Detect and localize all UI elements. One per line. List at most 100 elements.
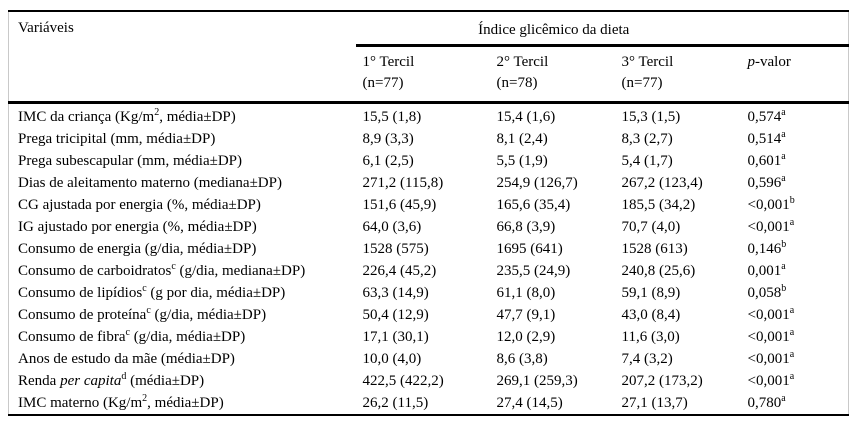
tercil-3-value: 43,0 (8,4) — [621, 306, 681, 323]
pvalue-cell: 0,514a — [740, 128, 849, 150]
table-row: IMC materno (Kg/m2, média±DP) 26,2 (11,5… — [9, 392, 849, 415]
group-header: Índice glicêmico da dieta — [355, 11, 849, 47]
pvalue-cell: <0,001b — [740, 194, 849, 216]
tercil-2-value: 66,8 (3,9) — [496, 218, 556, 235]
tercil-1-value: 1528 (575) — [362, 240, 429, 257]
tercil-3-value: 1528 (613) — [621, 240, 688, 257]
table-body: IMC da criança (Kg/m2, média±DP) 15,5 (1… — [9, 103, 849, 416]
pvalue-superscript: b — [789, 194, 795, 206]
pvalue-cell: <0,001a — [740, 348, 849, 370]
variable-cell: Consumo de fibrac (g/dia, média±DP) — [9, 326, 356, 348]
pvalue-text: 0,146 — [747, 240, 782, 257]
variable-text: Consumo de fibra — [18, 328, 126, 345]
variable-cell: Consumo de lipídiosc (g por dia, média±D… — [9, 282, 356, 304]
tercil-2-value: 235,5 (24,9) — [496, 262, 571, 279]
variable-text: IG ajustado por energia (%, média±DP) — [18, 218, 257, 235]
pvalue-superscript: a — [789, 326, 795, 338]
variable-superscript: d — [121, 370, 127, 382]
variable-text-post: (g por dia, média±DP) — [146, 284, 286, 301]
tercil-2-value: 47,7 (9,1) — [496, 306, 556, 323]
variable-cell: Prega tricipital (mm, média±DP) — [9, 128, 356, 150]
variable-cell: Consumo de proteínac (g/dia, média±DP) — [9, 304, 356, 326]
table-row: IG ajustado por energia (%, média±DP) 64… — [9, 216, 849, 238]
tercil-2-label: 2° Tercil — [496, 54, 549, 70]
table-header: Variáveis Índice glicêmico da dieta 1° T… — [8, 11, 849, 104]
table-row: Consumo de proteínac (g/dia, média±DP) 5… — [9, 304, 849, 326]
tercil-3-value: 70,7 (4,0) — [621, 218, 681, 235]
pvalue-cell: <0,001a — [740, 216, 849, 238]
tercil-2-value: 1695 (641) — [496, 240, 563, 257]
glycemic-index-table: Variáveis Índice glicêmico da dieta 1° T… — [8, 10, 849, 416]
tercil-1-value: 226,4 (45,2) — [362, 262, 437, 279]
tercil-1-value: 50,4 (12,9) — [362, 306, 429, 323]
tercil-3-value: 27,1 (13,7) — [621, 394, 688, 411]
subheader-row: 1° Tercil (n=77) 2° Tercil (n=78) 3° Ter… — [9, 45, 849, 104]
pvalue-header-italic-p: p — [747, 54, 756, 70]
tercil-3-n: (n=77) — [621, 75, 663, 91]
pvalue-superscript: a — [781, 392, 786, 404]
pvalue-cell: 0,780a — [740, 392, 849, 415]
tercil-3-value: 59,1 (8,9) — [621, 284, 681, 301]
pvalue-text: <0,001 — [747, 196, 790, 213]
pvalue-superscript: a — [789, 348, 795, 360]
variable-text: Consumo de proteína — [18, 306, 147, 323]
variable-text-post: (g/dia, média±DP) — [150, 306, 267, 323]
tercil-2-value: 269,1 (259,3) — [496, 372, 578, 389]
variable-superscript: 2 — [154, 106, 160, 118]
tercil-3-header: 3° Tercil (n=77) — [614, 45, 740, 104]
variable-cell: CG ajustada por energia (%, média±DP) — [9, 194, 356, 216]
variable-cell: IMC materno (Kg/m2, média±DP) — [9, 392, 356, 415]
tercil-1-label: 1° Tercil — [362, 54, 415, 70]
tercil-2-value: 8,6 (3,8) — [496, 350, 548, 367]
tercil-3-value: 5,4 (1,7) — [621, 152, 673, 169]
tercil-2-value: 15,4 (1,6) — [496, 108, 556, 125]
pvalue-superscript: a — [789, 370, 795, 382]
table-row: IMC da criança (Kg/m2, média±DP) 15,5 (1… — [9, 103, 849, 129]
tercil-2-value: 8,1 (2,4) — [496, 130, 548, 147]
tercil-2-value: 27,4 (14,5) — [496, 394, 563, 411]
variable-superscript: c — [142, 282, 147, 294]
tercil-3-value: 267,2 (123,4) — [621, 174, 703, 191]
tercil-2-value: 5,5 (1,9) — [496, 152, 548, 169]
table-row: Consumo de fibrac (g/dia, média±DP) 17,1… — [9, 326, 849, 348]
variable-superscript: c — [125, 326, 130, 338]
pvalue-text: <0,001 — [747, 306, 790, 323]
pvalue-text: <0,001 — [747, 372, 790, 389]
table-row: Dias de aleitamento materno (mediana±DP)… — [9, 172, 849, 194]
variable-cell: Consumo de energia (g/dia, média±DP) — [9, 238, 356, 260]
tercil-1-n: (n=77) — [362, 75, 404, 91]
variable-italic: per capita — [60, 372, 122, 389]
tercil-3-value: 207,2 (173,2) — [621, 372, 703, 389]
pvalue-superscript: a — [789, 216, 795, 228]
variable-text-post: , média±DP) — [159, 108, 236, 125]
tercil-1-value: 8,9 (3,3) — [362, 130, 414, 147]
variable-text: Consumo de carboidratos — [18, 262, 172, 279]
variable-text: CG ajustada por energia (%, média±DP) — [18, 196, 261, 213]
tercil-1-value: 271,2 (115,8) — [362, 174, 444, 191]
table-row: CG ajustada por energia (%, média±DP) 15… — [9, 194, 849, 216]
pvalue-superscript: b — [781, 238, 787, 250]
variable-text: Prega subescapular (mm, média±DP) — [18, 152, 243, 169]
pvalue-superscript: a — [781, 106, 786, 118]
variable-cell: IMC da criança (Kg/m2, média±DP) — [9, 103, 356, 129]
pvalue-cell: <0,001a — [740, 370, 849, 392]
pvalue-text: 0,780 — [747, 394, 782, 411]
tercil-1-value: 422,5 (422,2) — [362, 372, 444, 389]
tercil-1-value: 15,5 (1,8) — [362, 108, 422, 125]
tercil-2-n: (n=78) — [496, 75, 538, 91]
pvalue-superscript: a — [781, 260, 786, 272]
variable-text-post: (g/dia, média±DP) — [129, 328, 246, 345]
tercil-2-value: 254,9 (126,7) — [496, 174, 578, 191]
pvalue-superscript: a — [789, 304, 795, 316]
variable-text: Consumo de lipídios — [18, 284, 143, 301]
table-row: Prega subescapular (mm, média±DP) 6,1 (2… — [9, 150, 849, 172]
pvalue-superscript: a — [781, 150, 786, 162]
paper-table-container: Variáveis Índice glicêmico da dieta 1° T… — [8, 10, 849, 416]
tercil-2-value: 61,1 (8,0) — [496, 284, 556, 301]
tercil-1-value: 17,1 (30,1) — [362, 328, 429, 345]
group-header-row: Variáveis Índice glicêmico da dieta — [8, 11, 849, 104]
pvalue-cell: 0,058b — [740, 282, 849, 304]
pvalue-superscript: b — [781, 282, 787, 294]
tercil-3-label: 3° Tercil — [621, 54, 674, 70]
tercil-3-value: 8,3 (2,7) — [621, 130, 673, 147]
